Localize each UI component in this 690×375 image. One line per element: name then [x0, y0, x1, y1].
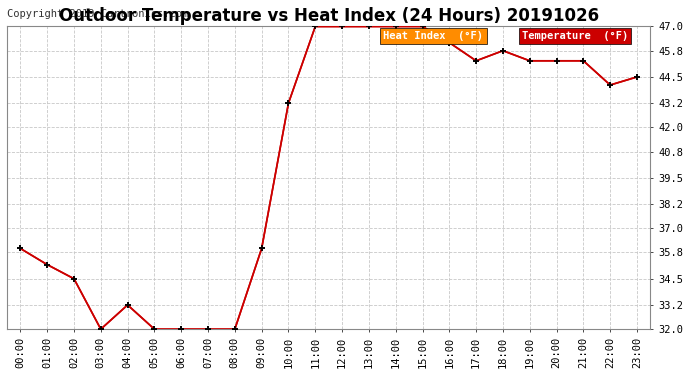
- Title: Outdoor Temperature vs Heat Index (24 Hours) 20191026: Outdoor Temperature vs Heat Index (24 Ho…: [59, 7, 599, 25]
- Text: Copyright 2019 Cartronics.com: Copyright 2019 Cartronics.com: [7, 9, 188, 19]
- Text: Heat Index  (°F): Heat Index (°F): [384, 31, 484, 41]
- Text: Temperature  (°F): Temperature (°F): [522, 31, 628, 41]
